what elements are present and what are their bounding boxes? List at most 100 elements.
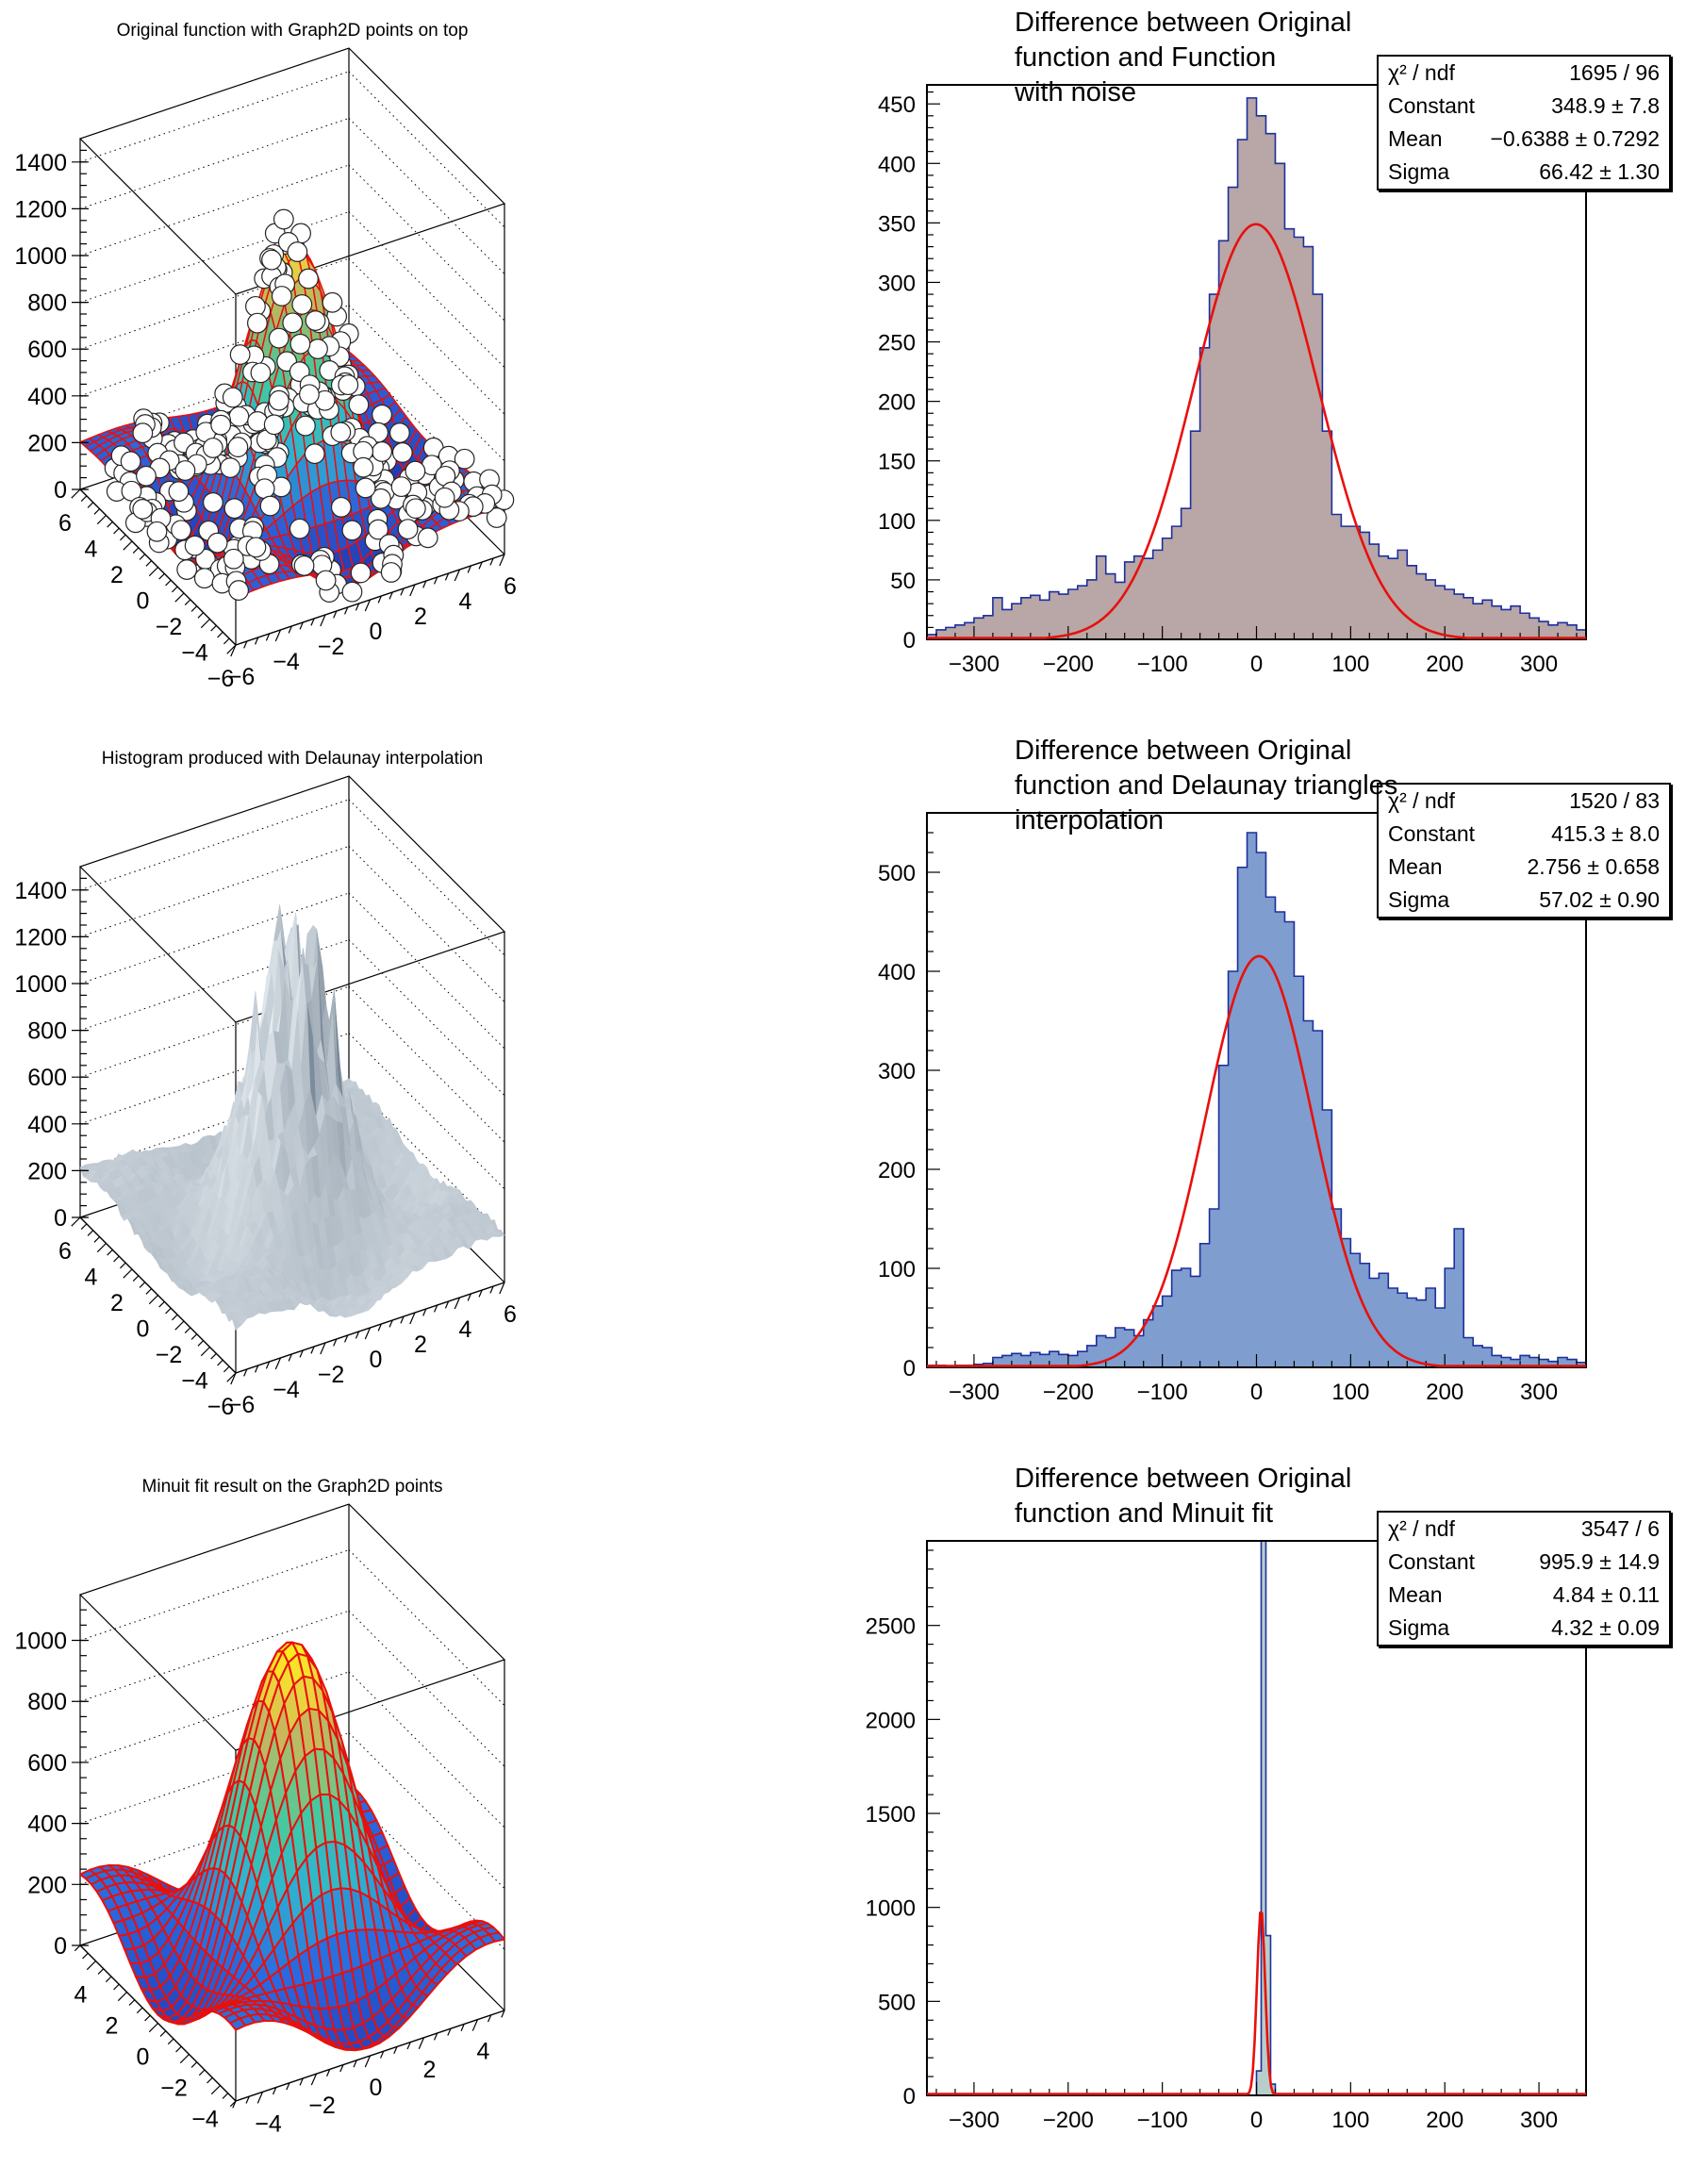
stat-row: Sigma 4.32 ± 0.09: [1379, 1612, 1669, 1645]
svg-text:200: 200: [1426, 652, 1463, 677]
svg-text:−2: −2: [156, 1342, 183, 1368]
svg-text:200: 200: [27, 1158, 67, 1184]
svg-text:−200: −200: [1043, 2108, 1094, 2133]
svg-text:2: 2: [110, 1290, 124, 1316]
stat-value: −0.6388 ± 0.7292: [1490, 126, 1660, 151]
svg-text:1000: 1000: [14, 1629, 67, 1655]
svg-text:300: 300: [1520, 652, 1558, 677]
svg-text:600: 600: [27, 1065, 67, 1091]
svg-text:250: 250: [878, 331, 916, 356]
surface3d-chart: −6−4−202466420−2−4−602004006008001000120…: [14, 47, 517, 692]
svg-text:2: 2: [110, 562, 124, 588]
svg-text:6: 6: [58, 1238, 72, 1265]
svg-text:4: 4: [459, 588, 472, 615]
stat-value: 4.84 ± 0.11: [1552, 1582, 1660, 1607]
svg-text:0: 0: [370, 2075, 383, 2101]
svg-text:1400: 1400: [14, 150, 67, 176]
svg-text:200: 200: [1426, 2108, 1463, 2133]
stat-value: 415.3 ± 8.0: [1551, 821, 1660, 846]
svg-text:100: 100: [1331, 2108, 1369, 2133]
stat-value: 1695 / 96: [1569, 60, 1660, 85]
fit-stats-box: χ² / ndf 1520 / 83 Constant 415.3 ± 8.0 Mean…: [1377, 783, 1671, 918]
stat-value: 1520 / 83: [1569, 788, 1660, 813]
stat-label: Constant: [1388, 93, 1476, 118]
svg-text:−200: −200: [1043, 1380, 1094, 1405]
svg-text:0: 0: [1250, 652, 1263, 677]
svg-text:0: 0: [1250, 2108, 1263, 2133]
svg-text:0: 0: [903, 1356, 916, 1382]
stat-row: Sigma 57.02 ± 0.90: [1379, 884, 1669, 917]
stat-label: χ² / ndf: [1388, 788, 1455, 813]
svg-text:100: 100: [1331, 652, 1369, 677]
pad-title-line: with noise: [1015, 77, 1136, 108]
svg-text:−100: −100: [1137, 2108, 1188, 2133]
svg-text:500: 500: [878, 861, 916, 886]
pad-title-line: Difference between Original: [1015, 736, 1352, 766]
svg-text:−300: −300: [949, 1380, 1000, 1405]
stat-value: 4.32 ± 0.09: [1551, 1615, 1660, 1640]
graph2d-markers: [104, 208, 515, 603]
svg-text:2: 2: [106, 2013, 119, 2040]
svg-text:4: 4: [85, 537, 98, 563]
svg-text:−300: −300: [949, 652, 1000, 677]
svg-text:200: 200: [1426, 1380, 1463, 1405]
svg-text:100: 100: [1331, 1380, 1369, 1405]
axes: −300 −200 −100 0 100 200 300 0 100 200 300 400 500: [878, 812, 1587, 1405]
svg-text:1200: 1200: [14, 924, 67, 951]
fit-curve: [927, 954, 1586, 1367]
svg-text:−2: −2: [308, 2093, 336, 2119]
svg-text:200: 200: [27, 1872, 67, 1898]
svg-text:350: 350: [878, 211, 916, 237]
pad-title: Minuit fit result on the Graph2D points: [141, 1477, 443, 1497]
svg-text:0: 0: [370, 619, 383, 645]
stat-row: χ² / ndf 3547 / 6: [1379, 1513, 1669, 1546]
svg-text:2000: 2000: [866, 1708, 916, 1733]
svg-text:2: 2: [414, 1332, 427, 1358]
svg-text:−6: −6: [228, 1392, 256, 1418]
svg-text:−300: −300: [949, 2108, 1000, 2133]
stat-row: χ² / ndf 1520 / 83: [1379, 785, 1669, 818]
svg-text:500: 500: [878, 1990, 916, 2015]
surface: [79, 904, 505, 1331]
svg-text:6: 6: [504, 1301, 517, 1328]
axes: −300 −200 −100 0 100 200 300 0 500 1000 1500 2000 25…: [866, 1540, 1587, 2133]
stat-value: 2.756 ± 0.658: [1527, 854, 1660, 879]
histogram-bars: [926, 97, 1587, 640]
fit-stats-box: χ² / ndf 3547 / 6 Constant 995.9 ± 14.9 Mean…: [1377, 1511, 1671, 1646]
pad-title-line: function and Delaunay triangles: [1015, 770, 1398, 801]
pad-title: Difference between Original function and …: [1015, 734, 1397, 838]
svg-text:150: 150: [878, 450, 916, 475]
svg-text:−4: −4: [255, 2110, 282, 2137]
svg-text:−200: −200: [1043, 652, 1094, 677]
fit-curve: [927, 223, 1586, 639]
svg-text:1500: 1500: [866, 1802, 916, 1828]
surface: [79, 1641, 505, 2052]
svg-text:300: 300: [878, 1059, 916, 1084]
pad-title-line: Difference between Original: [1015, 8, 1352, 38]
stat-row: Constant 995.9 ± 14.9: [1379, 1546, 1669, 1579]
svg-text:800: 800: [27, 290, 67, 317]
svg-text:100: 100: [878, 1257, 916, 1282]
stat-label: Sigma: [1388, 887, 1450, 912]
svg-text:0: 0: [54, 477, 67, 504]
svg-text:−100: −100: [1137, 652, 1188, 677]
stat-value: 57.02 ± 0.90: [1539, 887, 1660, 912]
surface3d-chart: −6−4−202466420−2−4−602004006008001000120…: [14, 775, 517, 1420]
svg-text:−6: −6: [228, 664, 256, 690]
svg-text:−6: −6: [207, 1394, 235, 1420]
svg-text:0: 0: [903, 628, 916, 654]
svg-text:300: 300: [1520, 2108, 1558, 2133]
svg-text:−4: −4: [191, 2107, 219, 2133]
svg-text:−4: −4: [273, 649, 300, 675]
svg-text:4: 4: [459, 1316, 472, 1343]
stat-row: Constant 415.3 ± 8.0: [1379, 818, 1669, 851]
stat-value: 3547 / 6: [1580, 1516, 1660, 1541]
svg-text:1000: 1000: [866, 1896, 916, 1922]
fit-curve: [927, 1911, 1586, 2095]
svg-text:400: 400: [878, 152, 916, 177]
svg-text:1400: 1400: [14, 878, 67, 904]
stat-value: 348.9 ± 7.8: [1551, 93, 1660, 118]
stat-label: Mean: [1388, 126, 1443, 151]
stat-row: Mean 2.756 ± 0.658: [1379, 851, 1669, 884]
